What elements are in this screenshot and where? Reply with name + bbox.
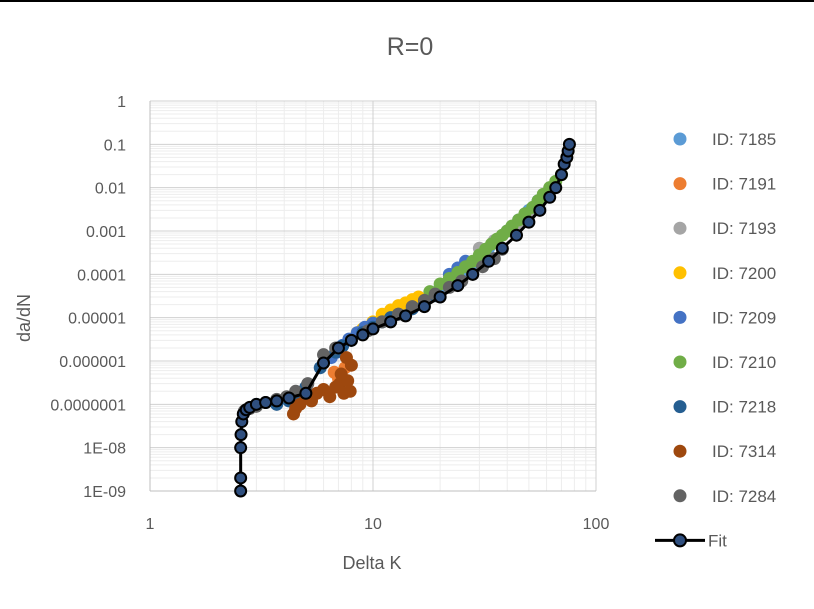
- y-tick-label: 0.0001: [77, 267, 126, 284]
- legend-label: ID: 7218: [712, 398, 776, 417]
- legend-label: ID: 7209: [712, 308, 776, 327]
- y-tick-label: 0.01: [95, 181, 126, 198]
- fit-point: [344, 333, 358, 347]
- legend-item: ID: 7191: [673, 175, 776, 194]
- legend-label: ID: 7193: [712, 219, 776, 238]
- fit-point: [417, 300, 431, 314]
- fit-point: [234, 428, 248, 442]
- fit-point: [234, 471, 248, 485]
- fit-point: [384, 315, 398, 329]
- fit-point: [562, 137, 576, 151]
- data-point: [343, 384, 357, 398]
- legend-item: ID: 7185: [673, 130, 776, 149]
- legend-item: Fit: [655, 531, 727, 550]
- x-tick-label: 1: [146, 516, 155, 533]
- legend-label: ID: 7191: [712, 175, 776, 194]
- chart-title: R=0: [387, 33, 434, 61]
- legend-marker: [673, 221, 687, 235]
- fit-point: [433, 290, 447, 304]
- fit-point: [466, 267, 480, 281]
- legend: ID: 7185 ID: 7191 ID: 7193 ID: 7200 ID: 7209…: [655, 130, 776, 550]
- data-point: [334, 367, 348, 381]
- fit-point: [317, 356, 331, 370]
- legend-label: ID: 7314: [712, 442, 776, 461]
- fit-point: [549, 181, 563, 195]
- y-tick-label: 0.00001: [68, 311, 126, 328]
- legend-marker: [673, 489, 687, 503]
- fit-point: [522, 215, 536, 229]
- y-tick-label: 1E-09: [83, 484, 126, 501]
- fit-point: [533, 203, 547, 217]
- y-tick-label: 0.000001: [59, 354, 126, 371]
- legend-item: ID: 7193: [673, 219, 776, 238]
- y-tick-label: 0.0000001: [50, 397, 126, 414]
- legend-marker: [673, 444, 687, 458]
- legend-item: ID: 7210: [673, 353, 776, 372]
- fit-point: [234, 441, 248, 455]
- legend-label: ID: 7185: [712, 130, 776, 149]
- legend-marker: [673, 177, 687, 191]
- fit-point: [270, 394, 284, 408]
- fit-point: [554, 168, 568, 182]
- legend-item: ID: 7218: [673, 398, 776, 417]
- data-point: [323, 390, 337, 404]
- fit-point: [543, 190, 557, 204]
- x-tick-label: 10: [364, 516, 382, 533]
- y-tick-label: 0.1: [104, 137, 126, 154]
- legend-marker: [673, 400, 687, 414]
- plot-marks: [234, 137, 576, 498]
- fit-point: [299, 386, 313, 400]
- legend-label: ID: 7210: [712, 353, 776, 372]
- legend-item: ID: 7209: [673, 308, 776, 327]
- legend-item: ID: 7284: [673, 487, 776, 506]
- legend-marker: [673, 533, 687, 548]
- x-tick-label: 100: [583, 516, 610, 533]
- legend-item: ID: 7200: [673, 264, 776, 283]
- fit-point: [234, 484, 248, 498]
- legend-marker: [673, 310, 687, 324]
- legend-marker: [673, 355, 687, 369]
- fit-point: [399, 309, 413, 323]
- y-tick-label: 0.001: [86, 224, 126, 241]
- fit-point: [451, 279, 465, 293]
- fit-point: [495, 241, 509, 255]
- legend-item: ID: 7314: [673, 442, 776, 461]
- x-axis-title: Delta K: [342, 553, 401, 573]
- y-tick-label: 1: [117, 94, 126, 111]
- legend-label: Fit: [708, 531, 727, 550]
- fit-point: [331, 341, 345, 355]
- plot-grid: [149, 100, 597, 492]
- legend-marker: [673, 132, 687, 146]
- fit-point: [366, 322, 380, 336]
- axis-ticks: 1 0.1 0.01 0.001 0.0001 0.00001 0.000001 0.0000…: [50, 94, 609, 533]
- fit-point: [259, 396, 273, 410]
- legend-marker: [673, 266, 687, 280]
- fit-point: [282, 391, 296, 405]
- fit-point: [509, 228, 523, 242]
- top-border: [0, 0, 814, 2]
- data-point: [339, 351, 353, 365]
- y-tick-label: 1E-08: [83, 441, 126, 458]
- fit-point: [356, 328, 370, 342]
- y-axis-title: da/dN: [14, 294, 34, 342]
- legend-label: ID: 7284: [712, 487, 776, 506]
- legend-label: ID: 7200: [712, 264, 776, 283]
- series-id-7314: [286, 351, 358, 421]
- series-fit: [234, 137, 576, 498]
- fit-point: [482, 254, 496, 268]
